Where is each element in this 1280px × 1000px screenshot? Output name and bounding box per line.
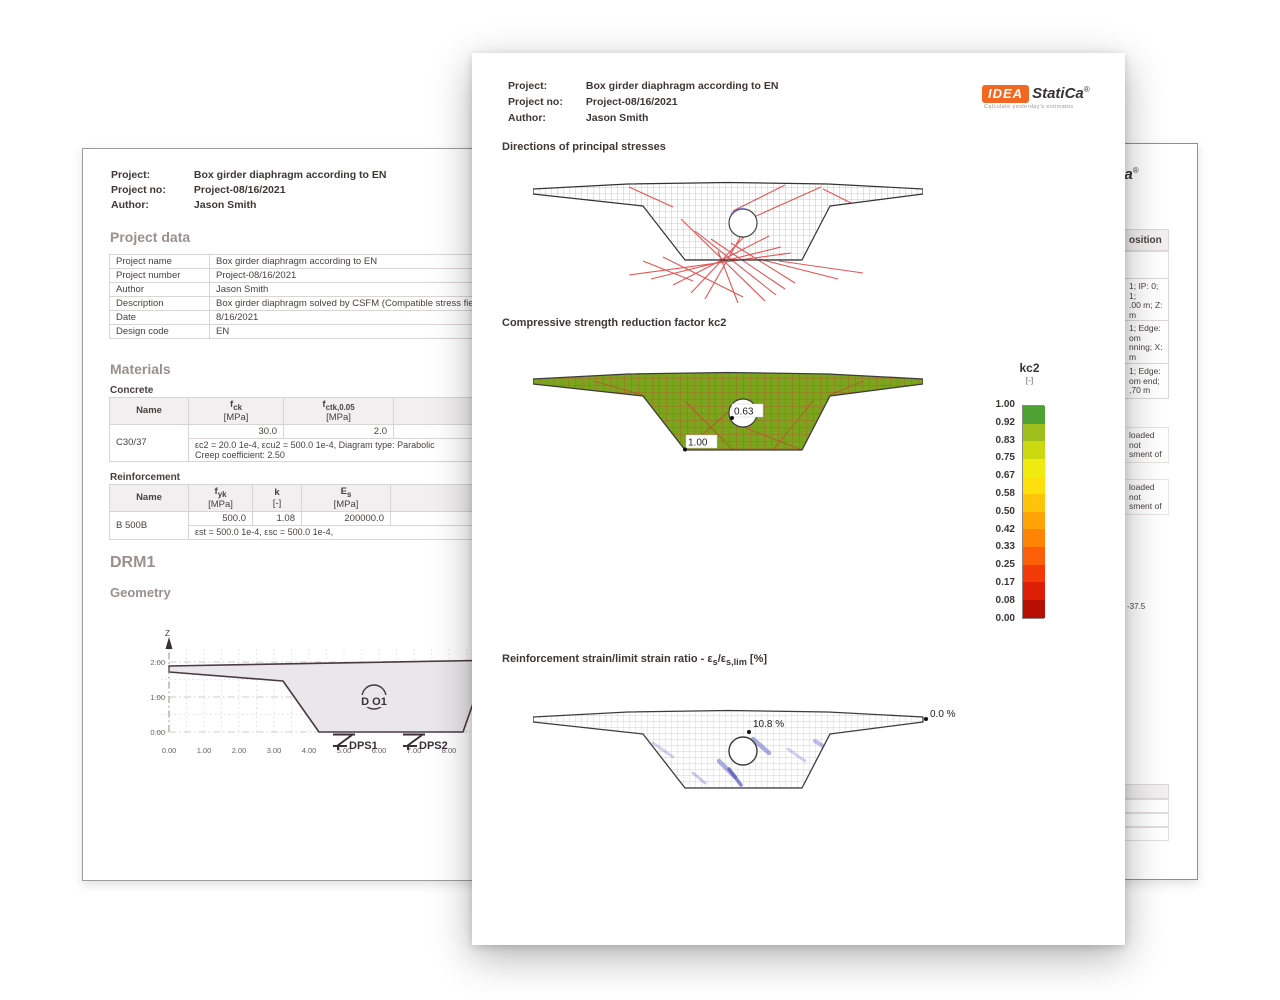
kc2-section-title: Compressive strength reduction factor kc…	[502, 317, 727, 329]
scale-labels: 1.00 0.92 0.83 0.75 0.67 0.58 0.50 0.42 …	[995, 399, 1015, 624]
report-page-results: Project: Box girder diaphragm according …	[472, 53, 1125, 945]
strain-point-label: 10.8 %	[753, 719, 784, 730]
row-label: Date	[109, 310, 210, 325]
drm1-heading: DRM1	[110, 554, 156, 571]
project-value: Box girder diaphragm according to EN	[585, 80, 779, 92]
project-no-label: Project no:	[508, 96, 563, 108]
svg-text:2.00: 2.00	[150, 658, 165, 667]
svg-text:1.00: 1.00	[150, 693, 165, 702]
logo-tagline: Calculate yesterday's estimates	[984, 104, 1074, 111]
project-data-heading: Project data	[110, 229, 191, 245]
z-axis-label: Z	[165, 629, 170, 638]
header-projectno-row: Project no: Project-08/16/2021	[508, 96, 678, 108]
col-k: k [-]	[252, 484, 302, 512]
project-label: Project:	[508, 80, 548, 92]
svg-text:2.00: 2.00	[232, 746, 247, 755]
project-no-value: Project-08/16/2021	[193, 184, 286, 196]
fyk-value: 500.0	[188, 510, 253, 526]
kc2-color-scale: kc2 [-] 1.00 0.92 0.83 0.75 0.67 0.58 0.…	[967, 361, 1057, 631]
geometry-heading: Geometry	[110, 585, 171, 600]
scale-bar	[1022, 405, 1045, 619]
row-label: Description	[109, 296, 210, 311]
reinf-name: B 500B	[109, 510, 189, 540]
es-value: 200000.0	[301, 510, 391, 526]
girder-cross-section	[168, 659, 477, 733]
project-value: Box girder diaphragm according to EN	[193, 169, 387, 181]
col-name: Name	[109, 484, 189, 512]
svg-text:5.00: 5.00	[337, 746, 352, 755]
col-name: Name	[109, 397, 189, 425]
author-value: Jason Smith	[193, 199, 257, 211]
opening-circle	[728, 736, 758, 766]
kc2-diagram: 0.63 1.00	[533, 371, 923, 452]
concrete-subheading: Concrete	[110, 385, 154, 396]
header-project-row: Project: Box girder diaphragm according …	[508, 80, 778, 92]
concrete-name: C30/37	[109, 423, 189, 462]
strain-point-label: 0.0 %	[930, 709, 956, 720]
principal-stress-diagram	[533, 181, 923, 304]
header-author-row: Author: Jason Smith	[508, 112, 648, 124]
author-label: Author:	[508, 112, 546, 124]
materials-heading: Materials	[110, 361, 171, 377]
author-value: Jason Smith	[585, 112, 649, 124]
idea-logo-badge: IDEA	[982, 85, 1030, 104]
svg-text:8.00: 8.00	[442, 746, 457, 755]
col-fyk: fyk [MPa]	[188, 484, 253, 512]
col-fck: fck [MPa]	[188, 397, 284, 425]
geometry-diagram: D O1 Z 2.00 1.00 0.00 0.00 1.00 2.00 3.0…	[150, 629, 480, 755]
header-author-row: Author: Jason Smith	[111, 199, 256, 211]
svg-text:0.00: 0.00	[150, 728, 165, 737]
header-projectno-row: Project no: Project-08/16/2021	[111, 184, 286, 196]
row-label: Project number	[109, 268, 210, 283]
stress-section-title: Directions of principal stresses	[502, 141, 666, 153]
svg-text:0.00: 0.00	[162, 746, 177, 755]
project-label: Project:	[111, 169, 151, 181]
diagram-value-fragment: -37.5	[1127, 602, 1146, 611]
col-es: Es [MPa]	[301, 484, 391, 512]
reinforcement-subheading: Reinforcement	[110, 472, 181, 483]
row-label: Project name	[109, 254, 210, 269]
k-value: 1.08	[252, 510, 302, 526]
strain-section-title: Reinforcement strain/limit strain ratio …	[502, 653, 768, 668]
svg-text:7.00: 7.00	[407, 746, 422, 755]
header-project-row: Project: Box girder diaphragm according …	[111, 169, 386, 181]
svg-text:1.00: 1.00	[197, 746, 212, 755]
kc2-point-label: 1.00	[688, 438, 708, 449]
fctk-value: 2.0	[283, 423, 394, 439]
support2-label: DPS2	[419, 740, 448, 752]
svg-text:4.00: 4.00	[302, 746, 317, 755]
project-no-label: Project no:	[111, 184, 166, 196]
support1-label: DPS1	[349, 740, 378, 752]
row-label: Design code	[109, 324, 210, 339]
col-fctk: fctk,0.05 [MPa]	[283, 397, 394, 425]
scale-unit: [-]	[1025, 375, 1034, 385]
scale-title: kc2	[1019, 361, 1040, 375]
opening-label: D O1	[361, 696, 387, 708]
kc2-point-label: 0.63	[734, 407, 754, 418]
project-no-value: Project-08/16/2021	[585, 96, 678, 108]
row-label: Author	[109, 282, 210, 297]
fck-value: 30.0	[188, 423, 284, 439]
svg-text:3.00: 3.00	[267, 746, 282, 755]
reinforcement-strain-diagram: 10.8 % 0.0 %	[533, 709, 956, 789]
svg-text:6.00: 6.00	[372, 746, 387, 755]
author-label: Author:	[111, 199, 149, 211]
